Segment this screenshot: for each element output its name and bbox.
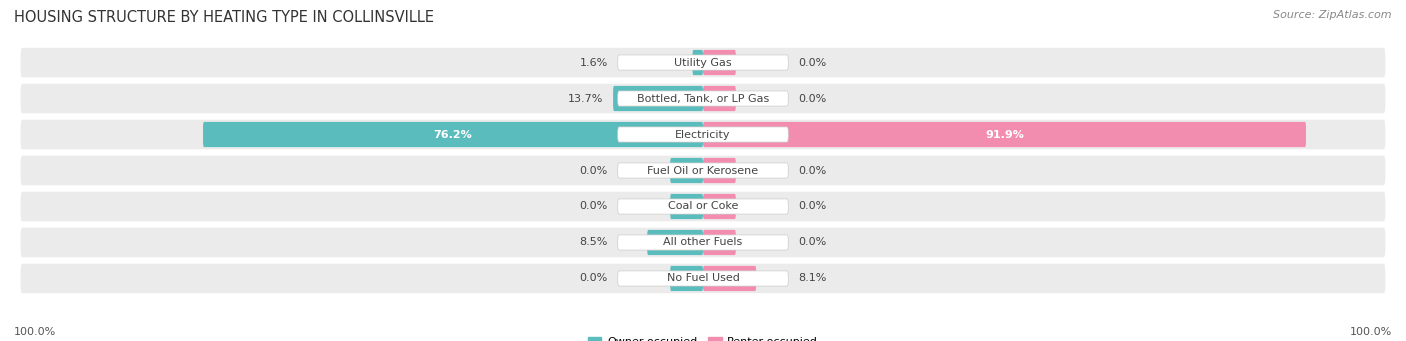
FancyBboxPatch shape <box>21 120 1385 149</box>
FancyBboxPatch shape <box>617 91 789 106</box>
FancyBboxPatch shape <box>617 163 789 178</box>
Text: Source: ZipAtlas.com: Source: ZipAtlas.com <box>1274 10 1392 20</box>
FancyBboxPatch shape <box>671 158 703 183</box>
Text: 91.9%: 91.9% <box>986 130 1024 139</box>
FancyBboxPatch shape <box>613 86 703 111</box>
Text: 0.0%: 0.0% <box>799 93 827 104</box>
FancyBboxPatch shape <box>617 127 789 142</box>
FancyBboxPatch shape <box>617 271 789 286</box>
FancyBboxPatch shape <box>671 266 703 291</box>
FancyBboxPatch shape <box>21 156 1385 185</box>
Text: 100.0%: 100.0% <box>1350 327 1392 337</box>
FancyBboxPatch shape <box>202 122 703 147</box>
Text: Utility Gas: Utility Gas <box>675 58 731 68</box>
Text: 8.5%: 8.5% <box>579 237 607 248</box>
Text: 0.0%: 0.0% <box>799 165 827 176</box>
Text: 0.0%: 0.0% <box>799 237 827 248</box>
Text: 0.0%: 0.0% <box>579 273 607 283</box>
Text: 1.6%: 1.6% <box>579 58 607 68</box>
FancyBboxPatch shape <box>647 230 703 255</box>
FancyBboxPatch shape <box>21 264 1385 293</box>
FancyBboxPatch shape <box>21 84 1385 113</box>
FancyBboxPatch shape <box>703 230 735 255</box>
Text: 8.1%: 8.1% <box>799 273 827 283</box>
FancyBboxPatch shape <box>703 158 735 183</box>
FancyBboxPatch shape <box>703 50 735 75</box>
Text: 13.7%: 13.7% <box>568 93 603 104</box>
Text: 76.2%: 76.2% <box>433 130 472 139</box>
FancyBboxPatch shape <box>21 48 1385 77</box>
Text: Electricity: Electricity <box>675 130 731 139</box>
FancyBboxPatch shape <box>21 192 1385 221</box>
FancyBboxPatch shape <box>617 199 789 214</box>
FancyBboxPatch shape <box>21 228 1385 257</box>
FancyBboxPatch shape <box>617 235 789 250</box>
Text: 0.0%: 0.0% <box>799 58 827 68</box>
Text: No Fuel Used: No Fuel Used <box>666 273 740 283</box>
Text: HOUSING STRUCTURE BY HEATING TYPE IN COLLINSVILLE: HOUSING STRUCTURE BY HEATING TYPE IN COL… <box>14 10 434 25</box>
Legend: Owner-occupied, Renter-occupied: Owner-occupied, Renter-occupied <box>583 332 823 341</box>
FancyBboxPatch shape <box>703 194 735 219</box>
Text: 0.0%: 0.0% <box>579 202 607 211</box>
Text: Fuel Oil or Kerosene: Fuel Oil or Kerosene <box>647 165 759 176</box>
FancyBboxPatch shape <box>703 266 756 291</box>
Text: Bottled, Tank, or LP Gas: Bottled, Tank, or LP Gas <box>637 93 769 104</box>
Text: All other Fuels: All other Fuels <box>664 237 742 248</box>
Text: 0.0%: 0.0% <box>799 202 827 211</box>
Text: 0.0%: 0.0% <box>579 165 607 176</box>
FancyBboxPatch shape <box>671 194 703 219</box>
FancyBboxPatch shape <box>703 86 735 111</box>
Text: Coal or Coke: Coal or Coke <box>668 202 738 211</box>
FancyBboxPatch shape <box>617 55 789 70</box>
Text: 100.0%: 100.0% <box>14 327 56 337</box>
FancyBboxPatch shape <box>693 50 703 75</box>
FancyBboxPatch shape <box>703 122 1306 147</box>
